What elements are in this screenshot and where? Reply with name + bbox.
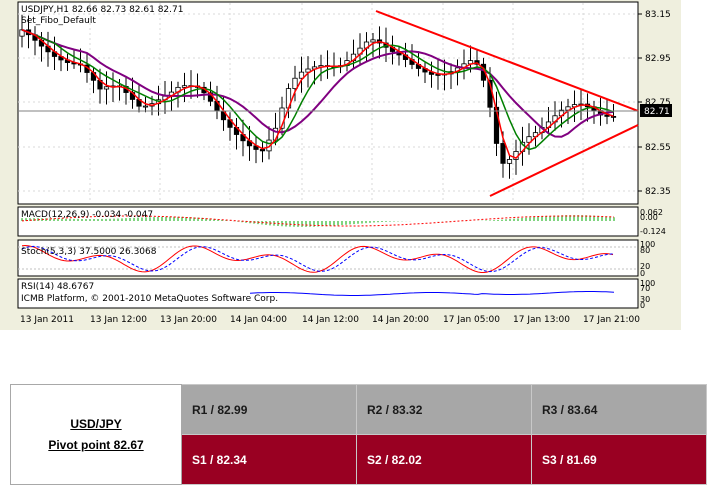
pair-label: USD/JPY xyxy=(70,416,122,431)
stoch-label: Stoch(5,3,3) 37.5000 26.3068 xyxy=(21,247,157,257)
time-label: 17 Jan 05:00 xyxy=(443,315,500,325)
current-price-label: 82.71 xyxy=(644,107,670,117)
rsi-tick: 0 xyxy=(640,301,645,310)
rsi-label: RSI(14) 48.6767 xyxy=(21,282,94,292)
time-label: 14 Jan 12:00 xyxy=(302,315,359,325)
main-panel xyxy=(17,1,639,205)
time-label: 14 Jan 04:00 xyxy=(230,315,287,325)
time-axis: 13 Jan 2011 13 Jan 12:00 13 Jan 20:00 14… xyxy=(20,315,640,325)
ma-purple-line xyxy=(21,28,614,138)
time-label: 17 Jan 13:00 xyxy=(513,315,570,325)
pivot-point-label: Pivot point 82.67 xyxy=(48,437,144,452)
support-1: S1 / 82.34 xyxy=(181,434,357,485)
price-tick: 82.75 xyxy=(645,98,671,108)
time-label: 13 Jan 12:00 xyxy=(90,315,147,325)
rsi-tick: 100 xyxy=(640,279,655,288)
chart-subheader: Set_Fibo_Default xyxy=(21,16,96,26)
rsi-tick: 30 xyxy=(640,295,650,304)
rsi-line xyxy=(249,291,615,296)
stoch-tick: 100 xyxy=(640,240,655,249)
macd-tick: 0.00 xyxy=(640,213,658,222)
price-tick: 83.15 xyxy=(645,10,671,20)
stoch-tick: 20 xyxy=(640,262,650,271)
rsi-tick: 70 xyxy=(640,284,650,293)
ma-red-line xyxy=(21,29,614,159)
current-price-marker xyxy=(640,104,672,117)
macd-tick: -0.124 xyxy=(640,227,666,236)
pivot-points-table: USD/JPY Pivot point 82.67 R1 / 82.99 R2 … xyxy=(10,384,707,485)
stoch-signal-line xyxy=(21,245,614,273)
macd-tick: 0.062 xyxy=(640,208,663,217)
chart-copyright: ICMB Platform, © 2001-2010 MetaQuotes So… xyxy=(21,294,278,304)
time-label: 13 Jan 20:00 xyxy=(160,315,217,325)
support-3: S3 / 81.69 xyxy=(531,434,707,485)
resistance-2: R2 / 83.32 xyxy=(356,384,532,435)
ma-green-line xyxy=(21,29,614,151)
price-chart[interactable]: USDJPY,H1 82.66 82.73 82.61 82.71 Set_Fi… xyxy=(0,0,681,330)
resistance-3: R3 / 83.64 xyxy=(531,384,707,435)
chart-header: USDJPY,H1 82.66 82.73 82.61 82.71 xyxy=(21,5,183,15)
price-tick: 82.35 xyxy=(645,187,671,197)
time-label: 14 Jan 20:00 xyxy=(372,315,429,325)
lower-trendline[interactable] xyxy=(489,124,639,197)
support-2: S2 / 82.02 xyxy=(356,434,532,485)
time-label: 13 Jan 2011 xyxy=(20,315,74,325)
stoch-main-line xyxy=(21,244,614,273)
price-tick: 82.55 xyxy=(645,143,671,153)
macd-signal-line xyxy=(21,215,615,227)
macd-histogram xyxy=(21,215,615,227)
price-axis: 83.15 82.95 82.75 82.55 82.35 82.71 xyxy=(638,10,672,197)
resistance-1: R1 / 82.99 xyxy=(181,384,357,435)
stoch-tick: 0 xyxy=(640,269,645,278)
price-tick: 82.95 xyxy=(645,54,671,64)
macd-panel xyxy=(17,206,639,237)
stoch-tick: 80 xyxy=(640,246,650,255)
time-label: 17 Jan 21:00 xyxy=(583,315,640,325)
upper-trendline[interactable] xyxy=(375,10,639,112)
macd-label: MACD(12,26,9) -0.034 -0.047 xyxy=(21,210,153,220)
pivot-label-cell: USD/JPY Pivot point 82.67 xyxy=(10,384,182,485)
